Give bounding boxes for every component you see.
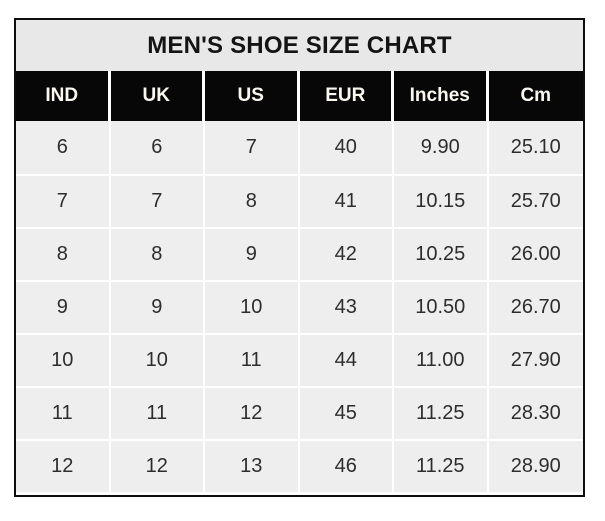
table-cell: 9 bbox=[110, 280, 205, 333]
table-cell: 42 bbox=[299, 227, 394, 280]
table-cell: 8 bbox=[205, 174, 300, 227]
header-cell-eur: EUR bbox=[299, 71, 394, 121]
table-cell: 7 bbox=[16, 174, 111, 227]
table-cell: 9 bbox=[205, 227, 300, 280]
table-cell: 43 bbox=[299, 280, 394, 333]
table-cell: 40 bbox=[299, 121, 394, 174]
table-cell: 10.25 bbox=[394, 227, 489, 280]
size-table: IND UK US EUR Inches Cm 6 6 7 40 9.90 25… bbox=[16, 71, 583, 492]
table-cell: 12 bbox=[110, 439, 205, 492]
table-cell: 44 bbox=[299, 333, 394, 386]
header-cell-us: US bbox=[205, 71, 300, 121]
table-cell: 41 bbox=[299, 174, 394, 227]
table-cell: 10 bbox=[16, 333, 111, 386]
table-cell: 46 bbox=[299, 439, 394, 492]
table-cell: 10.50 bbox=[394, 280, 489, 333]
table-cell: 9.90 bbox=[394, 121, 489, 174]
shoe-size-chart: MEN'S SHOE SIZE CHART IND UK US EUR Inch… bbox=[14, 18, 585, 497]
header-cell-ind: IND bbox=[16, 71, 111, 121]
table-cell: 26.00 bbox=[488, 227, 583, 280]
header-cell-inches: Inches bbox=[394, 71, 489, 121]
table-cell: 12 bbox=[16, 439, 111, 492]
table-row: 9 9 10 43 10.50 26.70 bbox=[16, 280, 583, 333]
table-cell: 27.90 bbox=[488, 333, 583, 386]
table-cell: 6 bbox=[16, 121, 111, 174]
table-cell: 28.30 bbox=[488, 386, 583, 439]
table-cell: 10 bbox=[110, 333, 205, 386]
table-cell: 11 bbox=[110, 386, 205, 439]
chart-title-row: MEN'S SHOE SIZE CHART bbox=[16, 20, 583, 71]
table-cell: 11.25 bbox=[394, 439, 489, 492]
table-cell: 11 bbox=[205, 333, 300, 386]
table-cell: 11 bbox=[16, 386, 111, 439]
header-row: IND UK US EUR Inches Cm bbox=[16, 71, 583, 121]
table-row: 8 8 9 42 10.25 26.00 bbox=[16, 227, 583, 280]
table-cell: 7 bbox=[110, 174, 205, 227]
header-cell-cm: Cm bbox=[488, 71, 583, 121]
header-cell-uk: UK bbox=[110, 71, 205, 121]
table-cell: 7 bbox=[205, 121, 300, 174]
table-row: 10 10 11 44 11.00 27.90 bbox=[16, 333, 583, 386]
table-cell: 10.15 bbox=[394, 174, 489, 227]
table-cell: 8 bbox=[110, 227, 205, 280]
table-cell: 25.10 bbox=[488, 121, 583, 174]
table-cell: 28.90 bbox=[488, 439, 583, 492]
table-cell: 13 bbox=[205, 439, 300, 492]
table-cell: 45 bbox=[299, 386, 394, 439]
table-cell: 10 bbox=[205, 280, 300, 333]
table-cell: 9 bbox=[16, 280, 111, 333]
table-cell: 26.70 bbox=[488, 280, 583, 333]
page-title: MEN'S SHOE SIZE CHART bbox=[147, 31, 452, 59]
table-cell: 8 bbox=[16, 227, 111, 280]
table-row: 6 6 7 40 9.90 25.10 bbox=[16, 121, 583, 174]
table-cell: 11.25 bbox=[394, 386, 489, 439]
table-row: 12 12 13 46 11.25 28.90 bbox=[16, 439, 583, 492]
table-cell: 6 bbox=[110, 121, 205, 174]
table-cell: 25.70 bbox=[488, 174, 583, 227]
table-cell: 12 bbox=[205, 386, 300, 439]
table-cell: 11.00 bbox=[394, 333, 489, 386]
table-row: 7 7 8 41 10.15 25.70 bbox=[16, 174, 583, 227]
table-row: 11 11 12 45 11.25 28.30 bbox=[16, 386, 583, 439]
